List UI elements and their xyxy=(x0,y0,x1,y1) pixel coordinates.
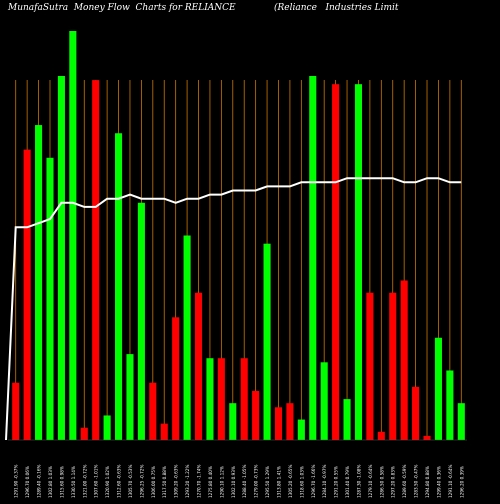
x-tick-label: 1291.10 -0.64% xyxy=(448,465,453,498)
chart-subtitle: (Reliance Industries Limit xyxy=(274,3,399,13)
bar xyxy=(206,358,214,440)
x-tick-label: 1299.40 0.36% xyxy=(436,466,441,498)
x-tick-label: 1317.50 0.88% xyxy=(162,466,167,498)
bar xyxy=(160,423,168,440)
bar xyxy=(366,292,374,440)
x-tick-label: 1309.20 -0.63% xyxy=(174,465,179,498)
x-tick-label: 1296.20 0.39% xyxy=(459,466,464,498)
x-tick-label: 1318.60 1.03% xyxy=(299,466,304,498)
x-tick-label: 1296.70 -1.66% xyxy=(311,465,316,498)
x-tick-label: 1305.20 -0.65% xyxy=(288,465,293,498)
x-tick-label: 1270.70 -1.74% xyxy=(197,465,202,498)
bar xyxy=(103,415,111,440)
x-tick-label: 1288.40 -1.05% xyxy=(242,465,247,498)
bar xyxy=(137,202,145,440)
bar xyxy=(263,243,271,440)
x-tick-label: 1307.60 -1.01% xyxy=(94,465,99,498)
x-tick-label: 1296.25 -0.72% xyxy=(139,465,144,498)
bar xyxy=(274,407,283,440)
x-tick-label: 1296.70 0.06% xyxy=(25,466,30,498)
bar xyxy=(126,354,134,440)
bar xyxy=(23,149,31,441)
bar xyxy=(69,31,77,440)
x-tick-label: 1293.20 -1.22% xyxy=(185,465,190,498)
bars xyxy=(12,31,465,441)
x-tick-label: 1289.40 -0.16% xyxy=(37,465,42,498)
x-tick-label: 1283.50 -0.47% xyxy=(414,465,419,498)
x-axis-labels: 1291.90 -0.37% 1296.70 0.06% 1289.40 -0.16… xyxy=(14,465,465,498)
x-tick-label: 1312.60 -0.63% xyxy=(117,465,122,498)
x-tick-label: 1284.10 -0.97% xyxy=(322,465,327,498)
bar xyxy=(194,292,203,440)
x-tick-label: 1297.20 0.83% xyxy=(391,466,396,498)
bar xyxy=(400,280,408,440)
bar xyxy=(320,362,328,440)
x-tick-label: 1306.00 0.75% xyxy=(151,466,156,498)
bar xyxy=(286,403,294,440)
x-tick-label: 1275.80 0.40% xyxy=(208,466,213,498)
bar xyxy=(183,235,191,440)
bar xyxy=(412,386,420,440)
bar xyxy=(377,431,385,440)
bar xyxy=(92,80,100,440)
x-tick-label: 1295.50 1.29% xyxy=(265,466,270,498)
x-tick-label: 1302.80 1.03% xyxy=(48,466,53,498)
x-tick-label: 1291.20 0.55% xyxy=(334,466,339,498)
x-tick-label: 1287.30 -1.08% xyxy=(356,465,361,498)
bar xyxy=(80,427,88,440)
bar xyxy=(343,399,351,440)
x-tick-label: 1301.40 0.79% xyxy=(345,466,350,498)
bar xyxy=(332,84,340,441)
bar xyxy=(35,125,43,440)
x-tick-label: 1291.90 -0.37% xyxy=(14,465,19,498)
x-tick-label: 1320.90 1.02% xyxy=(105,466,110,498)
x-tick-label: 1315.60 0.98% xyxy=(59,466,64,498)
x-tick-label: 1321.00 -0.72% xyxy=(82,465,87,498)
bar xyxy=(240,358,248,440)
bar xyxy=(252,390,260,440)
x-tick-label: 1289.60 -0.59% xyxy=(402,465,407,498)
bar xyxy=(172,317,180,440)
bar xyxy=(446,370,454,440)
bar xyxy=(57,75,65,441)
x-tick-label: 1330.50 1.14% xyxy=(71,466,76,498)
bar xyxy=(309,75,317,441)
x-tick-label: 1286.50 0.58% xyxy=(379,466,384,498)
money-flow-line xyxy=(5,177,462,441)
bar xyxy=(229,403,237,440)
x-tick-label: 1302.10 0.93% xyxy=(231,466,236,498)
x-tick-label: 1294.80 0.88% xyxy=(425,466,430,498)
bar xyxy=(354,84,363,441)
x-tick-label: 1279.10 -0.64% xyxy=(368,465,373,498)
x-tick-label: 1313.80 1.41% xyxy=(276,466,281,498)
bar xyxy=(46,157,54,441)
x-tick-label: 1279.00 -0.73% xyxy=(254,465,259,498)
bar xyxy=(423,435,431,440)
chart-title: MunafaSutra Money Flow Charts for RELIAN… xyxy=(8,3,236,13)
bar xyxy=(217,358,225,440)
bar xyxy=(457,403,465,440)
bar xyxy=(297,419,305,440)
bar xyxy=(149,382,157,440)
bar xyxy=(114,133,123,440)
x-tick-label: 1290.10 1.12% xyxy=(219,466,224,498)
bar xyxy=(12,382,20,440)
bar xyxy=(389,292,397,440)
bar xyxy=(434,337,442,440)
x-tick-label: 1305.70 -0.53% xyxy=(128,465,133,498)
